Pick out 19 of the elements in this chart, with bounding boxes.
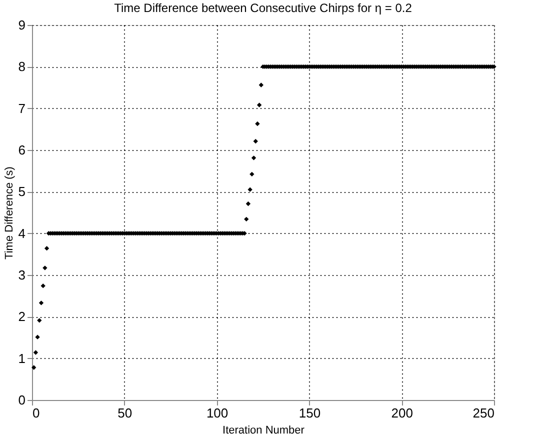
y-tick-label: 9 [18,18,26,32]
y-tick-label: 1 [18,350,26,366]
x-tick-label: 50 [118,406,132,420]
y-tick-label: 8 [18,59,26,74]
y-tick-label: 7 [18,100,26,116]
x-tick-label: 200 [391,406,413,420]
y-tick-label: 6 [18,142,26,158]
y-axis-title: Time Difference (s) [3,166,16,260]
x-axis-title: Iteration Number [222,424,305,434]
y-tick-label: 2 [18,309,26,324]
y-tick-label: 5 [18,184,26,200]
x-tick-label: 150 [298,406,321,420]
y-tick-label: 3 [18,268,26,282]
x-tick-label: 0 [32,406,40,420]
x-tick-label: 250 [472,406,494,420]
x-tick-label: 100 [206,406,228,420]
y-tick-label: 4 [18,226,26,241]
chart-title: Time Difference between Consecutive Chirps for η = 0.2 [114,1,412,15]
y-tick-label: 0 [18,392,26,408]
